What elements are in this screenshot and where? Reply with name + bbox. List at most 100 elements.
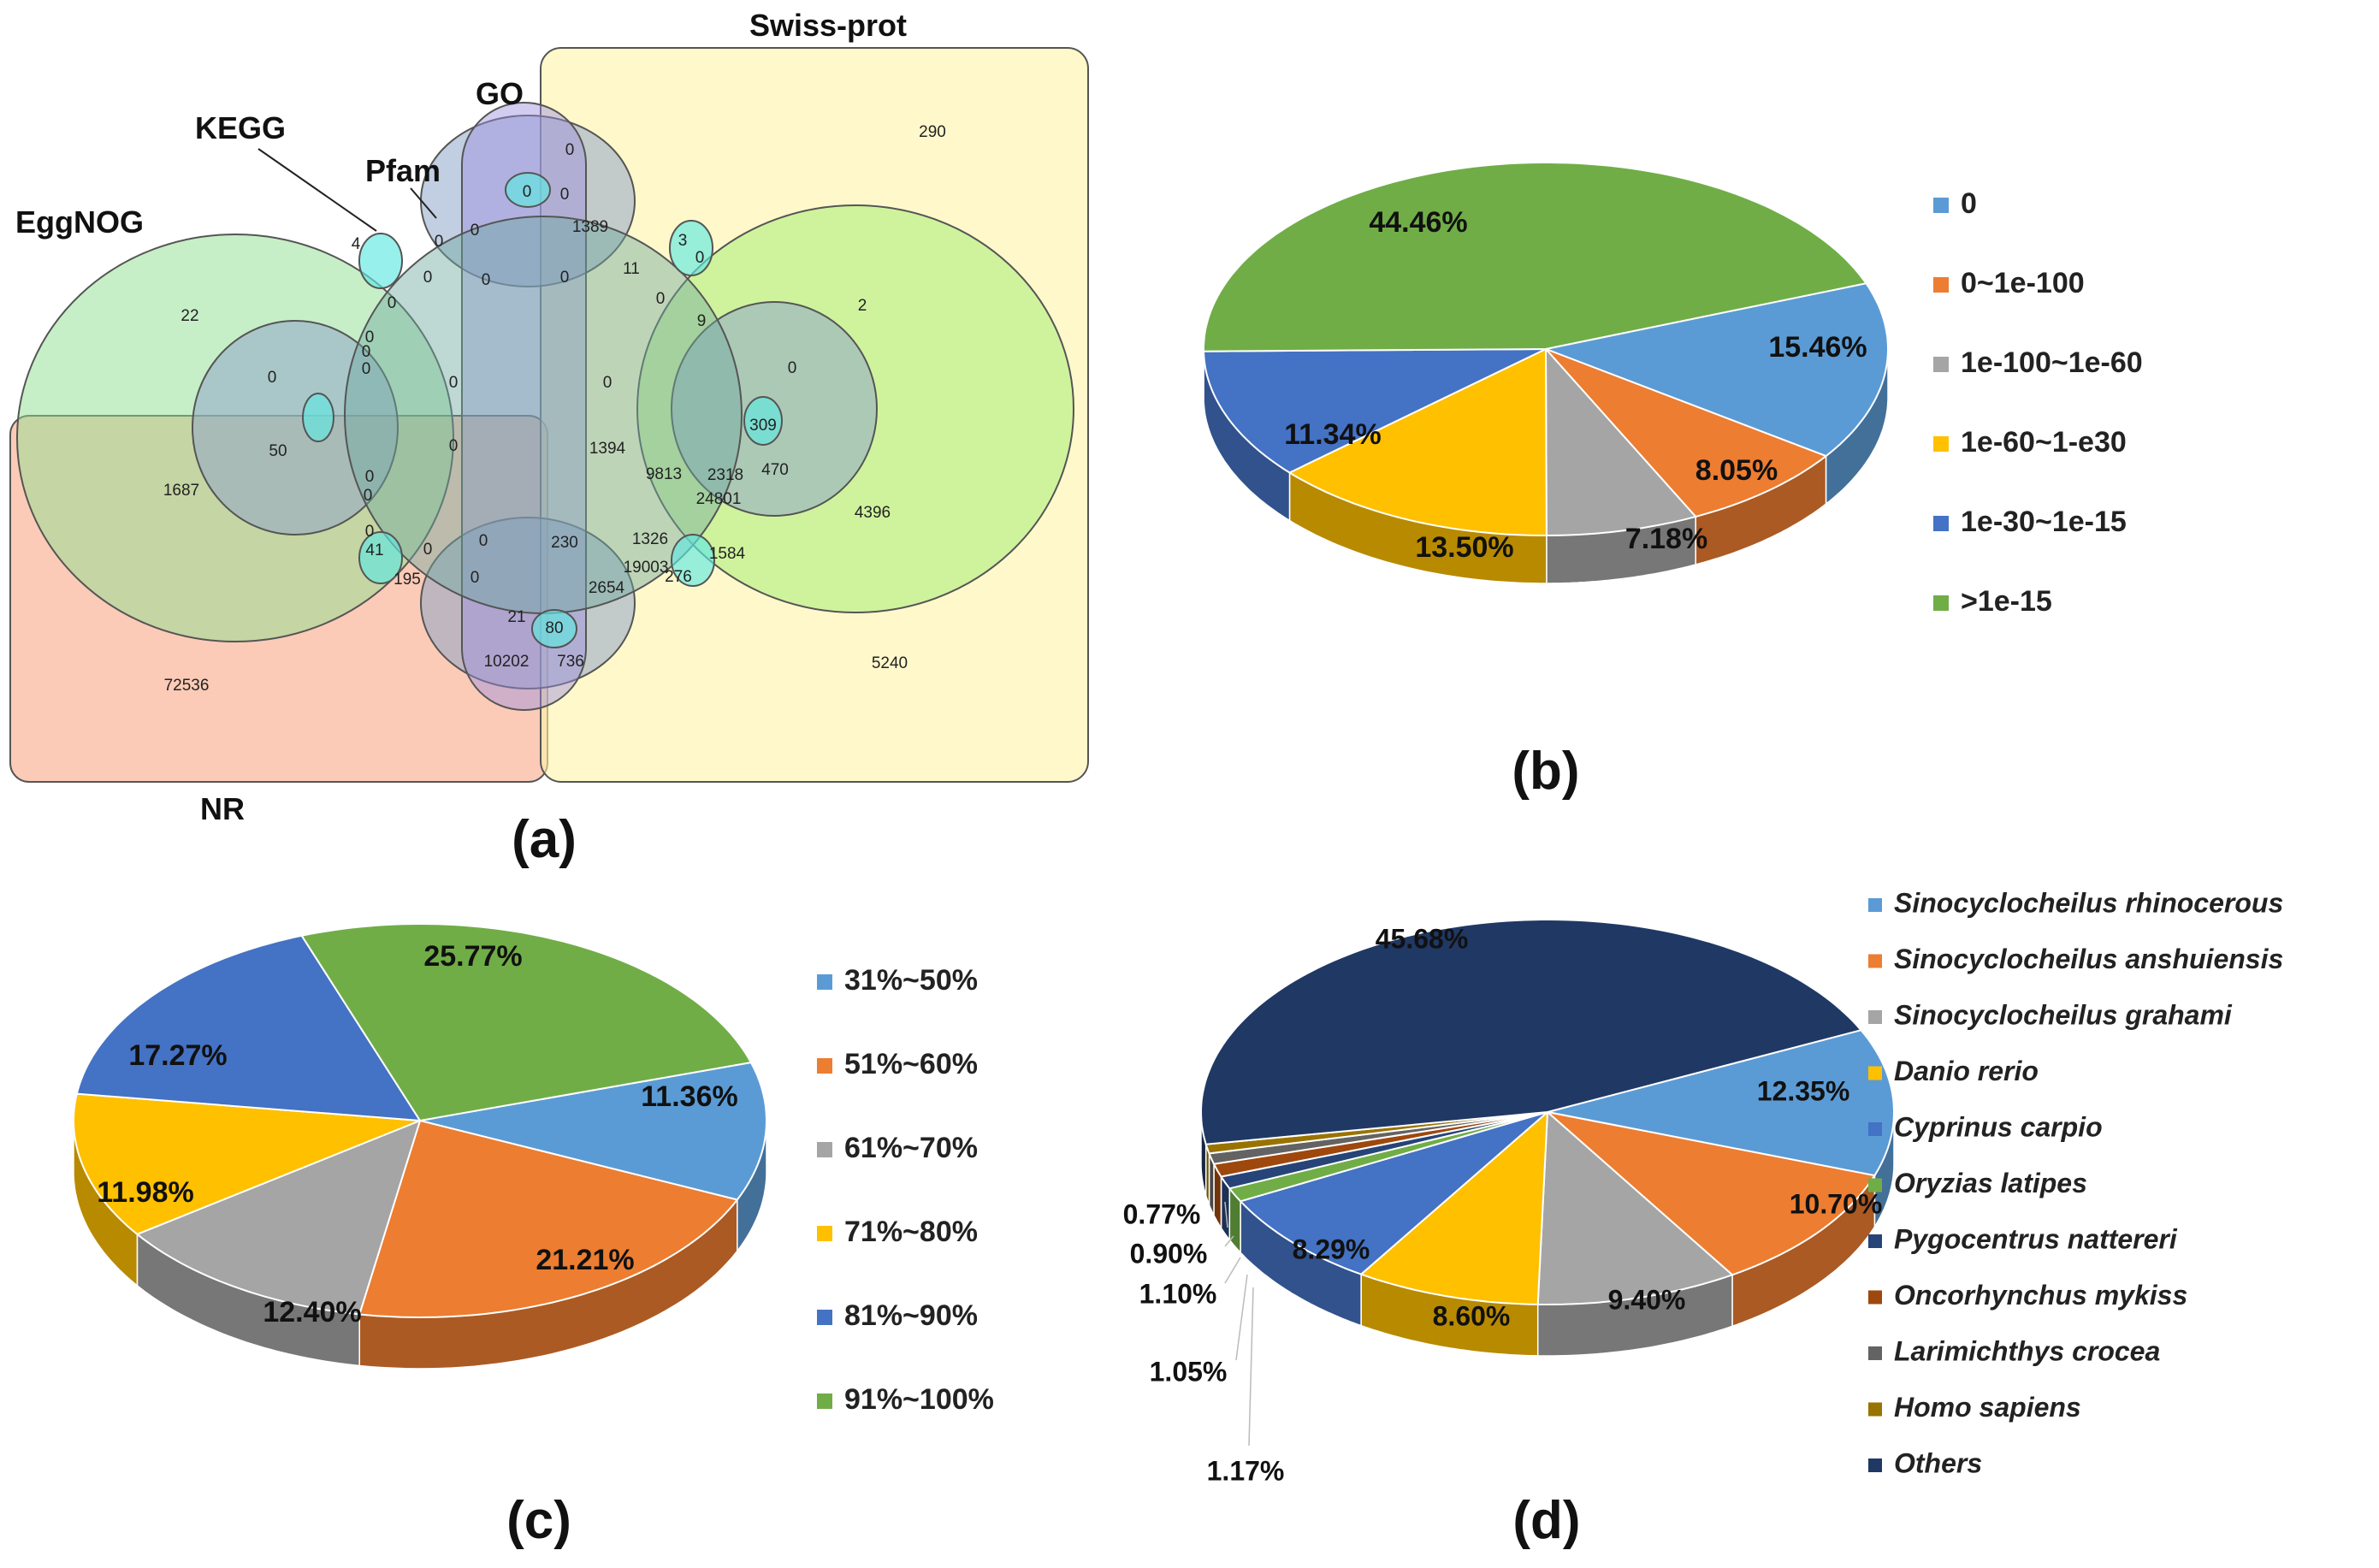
legend-swatch [1933,198,1949,213]
legend-label: Oryzias latipes [1894,1168,2087,1198]
legend-label: Oncorhynchus mykiss [1894,1280,2187,1311]
pie-slice [135,1119,422,1316]
venn-region-count: 1687 [163,482,199,500]
pie-data-label: 44.46% [1369,206,1467,239]
pie-leader-line [1235,1274,1248,1361]
legend-label: Cyprinus carpio [1894,1111,2103,1142]
venn-region-count: 0 [560,186,570,204]
pie-data-label: 12.40% [263,1296,361,1328]
venn-region-count: 0 [423,269,433,287]
legend-swatch [1933,436,1949,452]
venn-label-eggnog: EggNOG [15,204,144,240]
legend-label: Pygocentrus nattereri [1894,1223,2178,1254]
pie-leader-line [1224,1257,1241,1284]
venn-region-count: 1389 [572,218,608,236]
legend-swatch [817,1393,832,1409]
venn-label-kegg: KEGG [195,110,286,145]
pie-data-label: 10.70% [1790,1188,1883,1219]
legend-swatch [817,1310,832,1325]
pie-data-label: 1.10% [1139,1278,1217,1309]
panel-label-c: (c) [506,1491,571,1550]
venn-region-count: 0 [449,437,459,455]
venn-set-go [461,102,587,711]
pie-slice [1359,1109,1549,1305]
legend-label: Sinocyclocheilus anshuiensis [1894,944,2283,974]
legend-swatch [817,1226,832,1241]
legend-swatch [1868,1122,1882,1136]
pfam-lobe-bottom [420,517,636,689]
venn-region-count: 470 [761,461,789,479]
pie-slice [1239,1111,1548,1275]
pie-chart-d: 12.35% 10.70% 9.40% 8.60% 8.29% 1.17% 1.05% 1.1… [1123,919,1896,1486]
kegg-lobe-8 [531,609,577,648]
venn-region-count: 276 [665,568,692,586]
venn-region-count: 72536 [164,677,210,695]
pie-leader-line [1248,1287,1254,1447]
venn-label-go: GO [476,76,524,111]
venn-region-count: 0 [470,569,480,587]
pie-chart-c: 11.36% 21.21% 12.40% 11.98% 17.27% 25.77% [73,922,768,1370]
venn-region-count: 0 [364,487,373,505]
panel-label-d: (d) [1512,1491,1580,1550]
venn-region-count: 0 [695,249,705,267]
pie-data-label: 25.77% [423,940,522,973]
venn-label-nr: NR [200,791,245,826]
kegg-lobe-4 [743,396,783,446]
venn-region-count: 4396 [855,504,891,522]
legend-label: Others [1894,1447,1982,1478]
venn-region-count: 0 [788,359,797,377]
venn-label-pfam: Pfam [365,153,441,188]
pie-data-label: 7.18% [1625,523,1707,555]
pie-data-label: 8.05% [1695,454,1778,487]
pie-data-label: 11.36% [641,1080,737,1113]
kegg-lobe-2 [669,220,713,276]
venn-region-count: 0 [482,271,491,289]
venn-region-count: 0 [388,294,397,312]
venn-region-count: 0 [362,343,371,361]
legend-label: >1e-15 [1961,585,2052,618]
venn-region-count: 230 [551,534,578,552]
pie-data-label: 11.98% [97,1176,193,1209]
pie-data-label: 0.90% [1130,1238,1208,1269]
venn-region-count: 736 [557,653,584,671]
venn-region-count: 50 [269,442,287,460]
venn-region-count: 4 [352,235,361,253]
venn-region-count: 0 [470,222,480,240]
pie-leader-line [1224,1235,1234,1247]
pie-slice [1542,282,1889,458]
legend-swatch [1933,595,1949,611]
pie-data-label: 9.40% [1608,1284,1686,1315]
kegg-lobe-6 [671,534,715,587]
legend-label: 31%~50% [844,964,978,997]
venn-region-count: 195 [394,571,421,589]
venn-region-count: 5240 [872,654,908,672]
pie-slice [1545,348,1828,518]
pie-data-label: 21.21% [536,1244,634,1276]
pie-data-label: 1.05% [1150,1356,1228,1387]
pie-slice [1199,919,1863,1145]
pie-slice [75,934,422,1122]
kegg-lobe-1 [358,233,403,289]
kegg-lobe-7 [505,172,551,208]
pie-data-label: 0.77% [1123,1198,1201,1229]
pie-slice [1287,347,1548,537]
venn-region-count: 0 [560,269,570,287]
legend-swatch [1868,1066,1882,1080]
venn-region-count: 80 [545,619,563,637]
pie-slice [300,922,753,1122]
pie-data-label: 13.50% [1415,531,1513,564]
venn-region-count: 22 [180,307,198,325]
legend-swatch [1868,954,1882,968]
legend-label: Sinocyclocheilus rhinocerous [1894,887,2283,918]
pie-data-label: 8.60% [1433,1300,1511,1331]
venn-region-count: 2318 [707,466,743,484]
pie-slice [358,1119,739,1319]
legend-label: 1e-30~1e-15 [1961,506,2127,538]
venn-region-count: 1584 [709,545,746,563]
venn-region-count: 10202 [484,653,530,671]
legend-swatch [817,1142,832,1157]
legend-b: 0 0~1e-100 1e-100~1e-60 1e-60~1-e30 1e-30~1e… [1933,187,2143,618]
